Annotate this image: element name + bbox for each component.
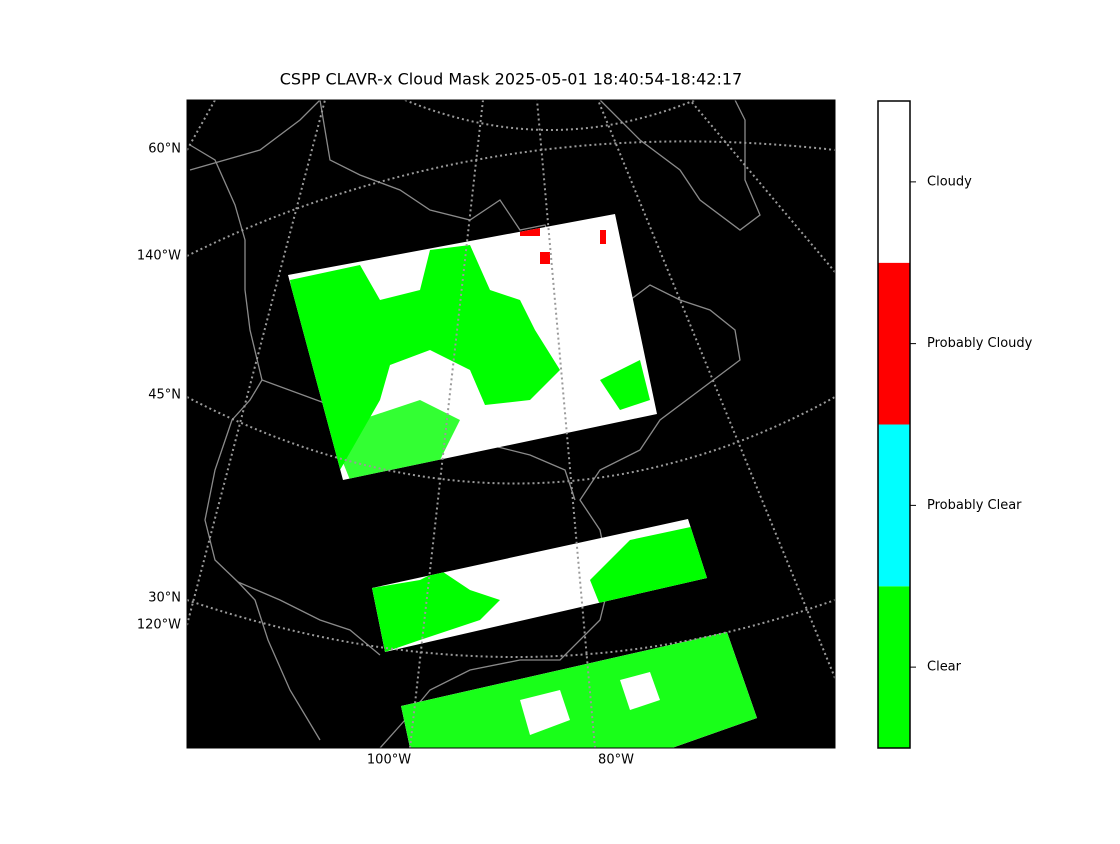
graticule [187, 100, 326, 626]
lat-label: 60°N [148, 142, 181, 157]
lon-label: 80°W [598, 753, 634, 768]
border [189, 100, 321, 171]
colorbar: Clear Probably Clear Probably Cloudy Cloudy [877, 100, 1033, 749]
colorbar-segment [878, 586, 910, 748]
coastline [599, 100, 761, 231]
clear-patches [290, 245, 650, 480]
colorbar-label: Cloudy [927, 174, 972, 189]
map-area [187, 100, 835, 748]
map-title: CSPP CLAVR-x Cloud Mask 2025-05-01 18:40… [280, 70, 742, 89]
clear-patches [401, 632, 757, 748]
border [237, 581, 381, 656]
lat-label: 30°N [148, 591, 181, 606]
map-frame [186, 99, 836, 749]
lon-label: 100°W [367, 753, 411, 768]
probably-cloudy-patches [520, 228, 606, 264]
graticule [536, 100, 596, 748]
colorbar-segment [878, 424, 910, 587]
colorbar-label: Probably Cloudy [927, 336, 1033, 351]
colorbar-label: Clear [927, 660, 962, 675]
colorbar-segment [878, 262, 910, 425]
colorbar-segment [878, 101, 910, 263]
cloudy-patches [520, 672, 660, 735]
lat-label: 45°N [148, 388, 181, 403]
lon-label: 120°W [137, 618, 181, 633]
graticule [597, 100, 835, 679]
lon-label: 140°W [137, 249, 181, 264]
colorbar-label: Probably Clear [927, 498, 1022, 513]
coastline [189, 144, 321, 741]
colorbar-frame [877, 100, 911, 749]
graticule [409, 100, 484, 748]
graticule [187, 140, 835, 257]
